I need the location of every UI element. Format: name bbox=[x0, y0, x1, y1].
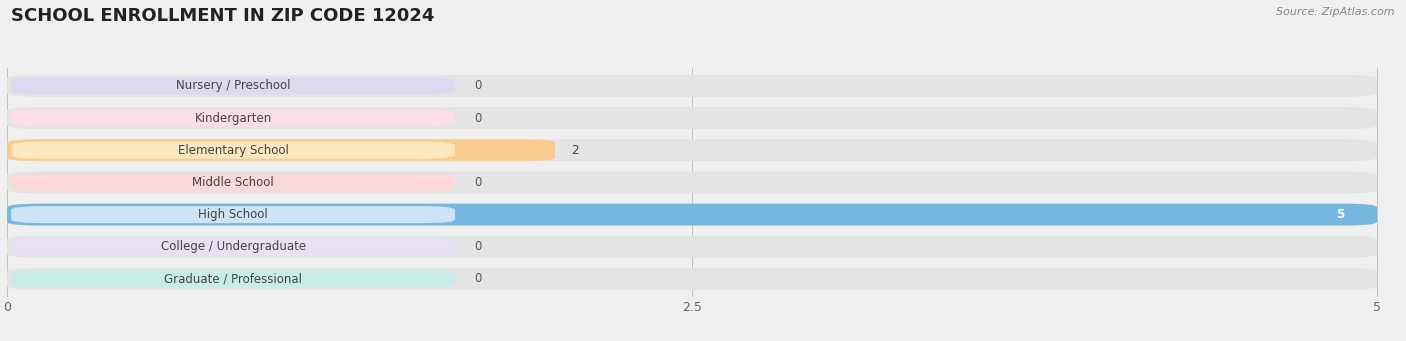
FancyBboxPatch shape bbox=[11, 77, 456, 94]
FancyBboxPatch shape bbox=[11, 206, 456, 223]
FancyBboxPatch shape bbox=[7, 75, 1376, 97]
FancyBboxPatch shape bbox=[11, 270, 456, 287]
Text: High School: High School bbox=[198, 208, 269, 221]
FancyBboxPatch shape bbox=[7, 236, 1376, 258]
Text: Graduate / Professional: Graduate / Professional bbox=[165, 272, 302, 285]
FancyBboxPatch shape bbox=[7, 172, 1376, 193]
Text: 0: 0 bbox=[474, 240, 482, 253]
Text: Source: ZipAtlas.com: Source: ZipAtlas.com bbox=[1277, 7, 1395, 17]
FancyBboxPatch shape bbox=[7, 204, 1376, 225]
FancyBboxPatch shape bbox=[7, 139, 555, 161]
FancyBboxPatch shape bbox=[11, 238, 456, 255]
FancyBboxPatch shape bbox=[7, 107, 1376, 129]
Text: 0: 0 bbox=[474, 79, 482, 92]
Text: SCHOOL ENROLLMENT IN ZIP CODE 12024: SCHOOL ENROLLMENT IN ZIP CODE 12024 bbox=[11, 7, 434, 25]
Text: Middle School: Middle School bbox=[193, 176, 274, 189]
Text: 2: 2 bbox=[571, 144, 579, 157]
FancyBboxPatch shape bbox=[7, 268, 1376, 290]
Text: 0: 0 bbox=[474, 272, 482, 285]
FancyBboxPatch shape bbox=[7, 204, 1376, 225]
FancyBboxPatch shape bbox=[11, 109, 456, 127]
Text: Elementary School: Elementary School bbox=[177, 144, 288, 157]
FancyBboxPatch shape bbox=[11, 142, 456, 159]
FancyBboxPatch shape bbox=[7, 139, 1376, 161]
Text: 0: 0 bbox=[474, 176, 482, 189]
Text: College / Undergraduate: College / Undergraduate bbox=[160, 240, 305, 253]
Text: 5: 5 bbox=[1336, 208, 1344, 221]
Text: Kindergarten: Kindergarten bbox=[194, 112, 271, 124]
Text: 0: 0 bbox=[474, 112, 482, 124]
FancyBboxPatch shape bbox=[11, 174, 456, 191]
Text: Nursery / Preschool: Nursery / Preschool bbox=[176, 79, 290, 92]
